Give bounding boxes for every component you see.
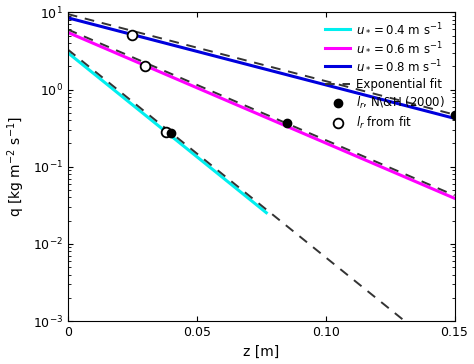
- Exponential fit: [259, 204, 265, 208]
- Exponential fit: [453, 360, 458, 364]
- $u_* = 0.6$ m s$^{-1}$: [453, 197, 458, 201]
- $u_* = 0.8$ m s$^{-1}$: [380, 98, 385, 102]
- Exponential fit: [65, 47, 71, 52]
- $u_* = 0.6$ m s$^{-1}$: [259, 114, 265, 118]
- Exponential fit: [85, 64, 91, 68]
- Exponential fit: [453, 360, 459, 364]
- $u_* = 0.8$ m s$^{-1}$: [85, 21, 91, 25]
- Line: Exponential fit: Exponential fit: [68, 50, 467, 364]
- $u_* = 0.8$ m s$^{-1}$: [465, 119, 470, 124]
- $u_* = 0.4$ m s$^{-1}$: [264, 210, 269, 215]
- $u_* = 0.4$ m s$^{-1}$: [156, 124, 162, 128]
- Line: $u_* = 0.6$ m s$^{-1}$: $u_* = 0.6$ m s$^{-1}$: [68, 32, 467, 204]
- Line: $u_* = 0.8$ m s$^{-1}$: $u_* = 0.8$ m s$^{-1}$: [68, 18, 467, 122]
- Exponential fit: [380, 301, 385, 305]
- $u_* = 0.6$ m s$^{-1}$: [380, 165, 385, 170]
- $u_* = 0.4$ m s$^{-1}$: [257, 206, 263, 210]
- $u_* = 0.4$ m s$^{-1}$: [75, 59, 81, 63]
- X-axis label: z [m]: z [m]: [243, 344, 279, 359]
- $u_* = 0.4$ m s$^{-1}$: [258, 206, 264, 210]
- $u_* = 0.8$ m s$^{-1}$: [259, 66, 265, 71]
- Line: $u_* = 0.4$ m s$^{-1}$: $u_* = 0.4$ m s$^{-1}$: [68, 53, 266, 213]
- Y-axis label: q [kg m$^{-2}$ s$^{-1}$]: q [kg m$^{-2}$ s$^{-1}$]: [6, 116, 27, 217]
- $u_* = 0.4$ m s$^{-1}$: [65, 51, 71, 55]
- $u_* = 0.4$ m s$^{-1}$: [162, 128, 167, 133]
- $u_* = 0.8$ m s$^{-1}$: [453, 116, 458, 121]
- $u_* = 0.8$ m s$^{-1}$: [249, 63, 255, 68]
- Legend: $u_* = 0.4$ m s$^{-1}$, $u_* = 0.6$ m s$^{-1}$, $u_* = 0.8$ m s$^{-1}$, Exponent: $u_* = 0.4$ m s$^{-1}$, $u_* = 0.6$ m s$…: [321, 18, 448, 135]
- Exponential fit: [249, 195, 255, 200]
- $u_* = 0.4$ m s$^{-1}$: [221, 177, 227, 181]
- $u_* = 0.6$ m s$^{-1}$: [453, 197, 459, 201]
- $u_* = 0.8$ m s$^{-1}$: [453, 116, 459, 121]
- $u_* = 0.6$ m s$^{-1}$: [65, 30, 71, 35]
- $u_* = 0.8$ m s$^{-1}$: [65, 16, 71, 20]
- $u_* = 0.6$ m s$^{-1}$: [465, 202, 470, 206]
- $u_* = 0.6$ m s$^{-1}$: [249, 109, 255, 113]
- $u_* = 0.6$ m s$^{-1}$: [85, 39, 91, 43]
